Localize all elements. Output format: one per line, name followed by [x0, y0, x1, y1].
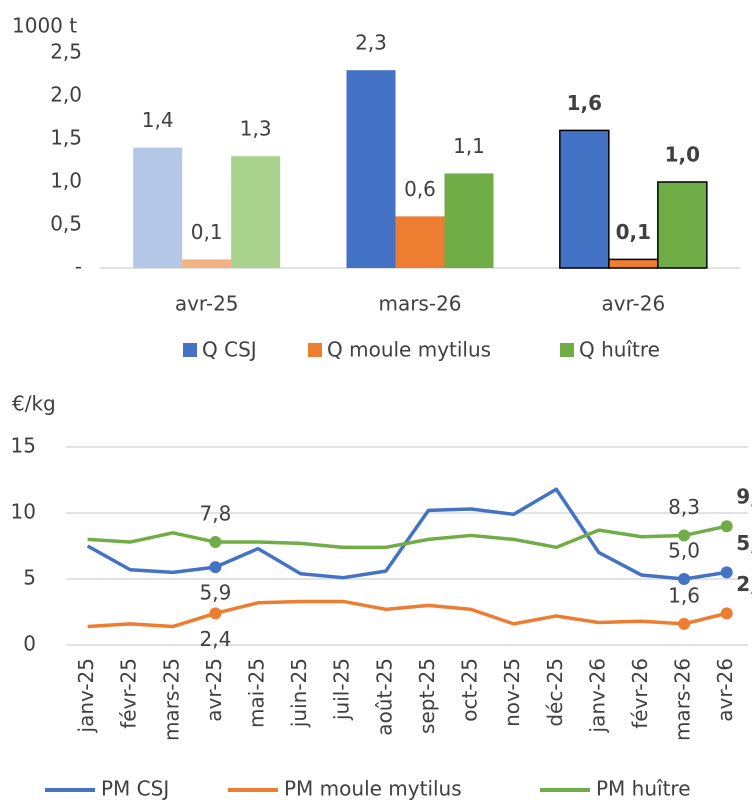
bar: [346, 70, 396, 268]
x-tick-label: mars-26: [671, 658, 695, 741]
x-tick-label: févr-25: [117, 658, 141, 729]
data-label: 0,1: [191, 220, 223, 244]
data-label: 1,1: [453, 134, 485, 158]
x-tick-label: mars-25: [159, 658, 183, 741]
point-marker: [209, 536, 222, 549]
x-tick-label: janv-25: [74, 658, 98, 733]
x-tick-label: avr-25: [202, 658, 226, 722]
x-tick-label: nov-25: [500, 658, 524, 727]
legend-swatch: [560, 343, 574, 357]
data-label: 5,5: [736, 531, 752, 555]
point-marker: [678, 573, 691, 585]
x-tick-label: mars-26: [378, 292, 461, 316]
point-marker: [720, 566, 733, 579]
legend-label: PM CSJ: [101, 777, 169, 801]
y-axis-unit: €/kg: [12, 392, 56, 416]
data-label: 0,1: [616, 220, 651, 244]
legend-label: Q moule mytilus: [327, 338, 491, 362]
x-tick-label: juin-25: [287, 658, 311, 728]
y-axis-unit: 1000 t: [12, 14, 77, 38]
bar: [133, 147, 183, 268]
line-series: [86, 487, 727, 581]
legend-label: PM moule mytilus: [284, 777, 462, 801]
y-tick-label: 2,0: [50, 83, 82, 107]
x-tick-label: mai-25: [245, 658, 269, 728]
bar: [608, 258, 659, 269]
data-label: 5,0: [668, 539, 700, 563]
line-series: [87, 524, 728, 550]
x-tick-label: avr-25: [175, 292, 239, 316]
legend-swatch: [308, 343, 322, 357]
x-tick-label: sept-25: [415, 658, 439, 734]
y-tick-label: 1,0: [50, 169, 82, 193]
bar: [657, 181, 708, 269]
line-series: [87, 599, 728, 629]
x-tick-label: janv-26: [585, 658, 609, 733]
bar: [444, 173, 494, 268]
point-marker: [209, 607, 222, 620]
point-marker: [678, 529, 691, 542]
y-tick-label: 15: [11, 434, 36, 458]
x-tick-label: avr-26: [713, 658, 737, 722]
y-tick-label: 1,5: [50, 126, 82, 150]
x-tick-label: juil-25: [330, 658, 354, 721]
y-tick-label: 2,5: [50, 40, 82, 64]
x-tick-label: oct-25: [458, 658, 482, 722]
point-marker: [678, 617, 691, 630]
data-label: 1,0: [665, 143, 700, 167]
y-tick-label: 10: [11, 500, 36, 524]
data-label: 1,3: [240, 117, 272, 141]
y-tick-label: -: [75, 255, 82, 279]
data-label: 5,9: [200, 581, 232, 605]
y-tick-label: 5: [23, 566, 36, 590]
data-label: 2,4: [200, 627, 232, 651]
x-tick-label: déc-25: [543, 658, 567, 727]
point-marker: [720, 607, 733, 620]
y-tick-label: 0,5: [50, 212, 82, 236]
point-marker: [209, 561, 222, 574]
bar: [182, 259, 232, 268]
legend-label: Q CSJ: [202, 338, 257, 362]
data-label: 2,3: [355, 31, 387, 55]
x-tick-label: août-25: [372, 658, 396, 736]
bar: [395, 216, 445, 268]
x-tick-label: févr-26: [628, 658, 652, 729]
point-marker: [720, 520, 733, 533]
data-label: 1,6: [567, 91, 602, 115]
data-label: 2,4: [736, 572, 752, 596]
data-label: 8,3: [668, 495, 700, 519]
bar: [559, 129, 610, 269]
legend-label: Q huître: [579, 338, 660, 362]
legend-label: PM huître: [596, 777, 691, 801]
data-label: 9,0: [736, 485, 752, 509]
x-tick-label: avr-26: [601, 292, 665, 316]
data-label: 0,6: [404, 177, 436, 201]
legend-swatch: [183, 343, 197, 357]
data-label: 7,8: [200, 502, 232, 526]
bar: [231, 156, 281, 268]
y-tick-label: 0: [23, 632, 36, 656]
data-label: 1,4: [142, 108, 174, 132]
data-label: 1,6: [668, 583, 700, 607]
